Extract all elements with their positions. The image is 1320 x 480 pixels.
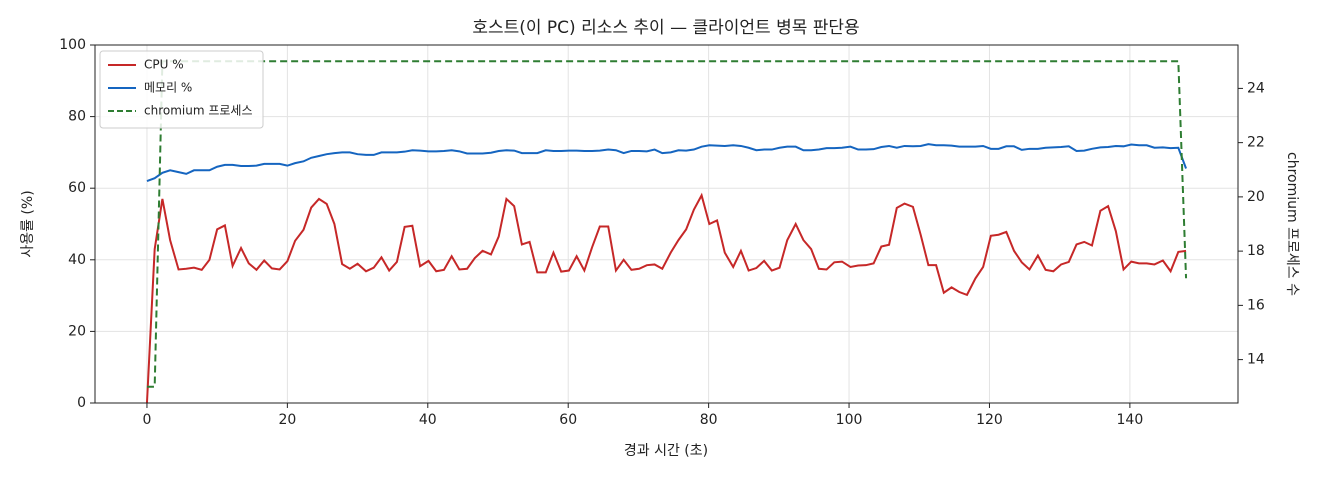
legend-box	[99, 50, 264, 129]
legend: CPU % 메모리 % chromium 프로세스	[99, 50, 264, 129]
y-tick-label: 80	[68, 109, 86, 125]
series-line	[146, 143, 1187, 182]
x-tick-label: 80	[700, 412, 718, 428]
series-line	[145, 192, 1187, 404]
y2-tick-label: 14	[1247, 352, 1265, 368]
x-tick-label: 140	[1117, 412, 1144, 428]
y-tick-label: 100	[59, 37, 86, 53]
y-tick-label: 40	[68, 252, 86, 268]
x-tick-label: 100	[836, 412, 863, 428]
y2-tick-label: 22	[1247, 135, 1265, 151]
y2-tick-label: 24	[1247, 80, 1265, 96]
y-tick-label: 0	[77, 395, 86, 411]
legend-label: chromium 프로세스	[144, 104, 253, 118]
y2-axis-label: chromium 프로세스 수	[1284, 152, 1300, 296]
chart-title: 호스트(이 PC) 리소스 추이 — 클라이언트 병목 판단용	[472, 18, 859, 38]
y-tick-label: 20	[68, 323, 86, 339]
series-line	[146, 60, 1188, 388]
legend-label: CPU %	[144, 58, 184, 72]
x-tick-label: 0	[142, 412, 151, 428]
y2-tick-label: 18	[1247, 243, 1265, 259]
x-tick-label: 40	[419, 412, 437, 428]
y-tick-label: 60	[68, 180, 86, 196]
y2-tick-label: 20	[1247, 189, 1265, 205]
y-axis-label: 사용률 (%)	[20, 190, 36, 257]
x-tick-label: 120	[976, 412, 1003, 428]
plot-frame	[94, 44, 1239, 404]
x-axis-label: 경과 시간 (초)	[624, 443, 708, 459]
x-tick-label: 60	[559, 412, 577, 428]
legend-label: 메모리 %	[144, 81, 192, 95]
x-tick-label: 20	[278, 412, 296, 428]
y2-tick-label: 16	[1247, 297, 1265, 313]
